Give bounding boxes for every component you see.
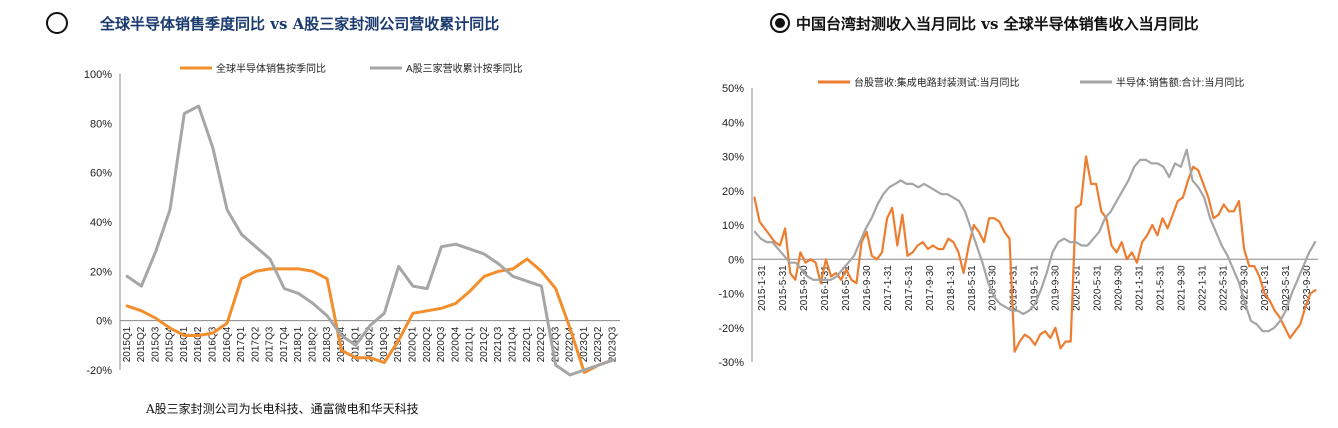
chart0-xtick-label: 2015Q3 [150,326,161,362]
right-chart-title-text: 中国台湾封测收入当月同比 vs 全球半导体销售收入当月同比 [796,14,1199,33]
chart0-ytick-label: 40% [90,217,112,229]
chart0-xtick-label: 2015Q4 [165,326,176,362]
chart1-ytick-label: -30% [718,357,744,369]
chart0-xtick-label: 2022Q1 [522,326,533,362]
chart1-xtick-label: 2022-9-30 [1239,265,1250,311]
chart1-xtick-label: 2020-5-31 [1093,265,1104,311]
chart1-xtick-label: 2021-1-31 [1134,265,1145,311]
chart1-ytick-label: 40% [722,117,744,129]
chart1-xtick-label: 2018-1-31 [946,265,957,311]
chart0-xtick-label: 2020Q1 [407,326,418,362]
chart0-xtick-label: 2021Q4 [507,326,518,362]
chart0-xtick-label: 2019Q3 [379,326,390,362]
chart0-xtick-label: 2015Q1 [122,326,133,362]
chart0-ytick-label: -20% [86,365,112,377]
chart1-xtick-label: 2016-9-30 [862,265,873,311]
chart0-ytick-label: 80% [90,118,112,130]
chart0-xtick-label: 2017Q3 [265,326,276,362]
circle-bullet-icon [46,12,68,34]
chart1-xtick-label: 2017-9-30 [925,265,936,311]
chart1-legend-label-1: 半导体:销售额:合计:当月同比 [1116,76,1244,89]
chart0-xtick-label: 2018Q3 [322,326,333,362]
chart0-ytick-label: 20% [90,266,112,278]
chart1-xtick-label: 2016-1-31 [820,265,831,311]
chart0-series-1-line [125,104,615,377]
chart1-xtick-label: 2019-5-31 [1030,265,1041,311]
chart1-xtick-label: 2022-1-31 [1197,265,1208,311]
chart1-legend-label-0: 台股营收:集成电路封装测试:当月同比 [854,76,1020,89]
chart0-xtick-label: 2021Q2 [479,326,490,362]
chart1-xtick-label: 2019-9-30 [1051,265,1062,311]
chart1-ytick-label: 10% [722,220,744,232]
chart0-xtick-label: 2019Q2 [365,326,376,362]
chart0-xtick-label: 2017Q1 [236,326,247,362]
chart0-xtick-label: 2016Q3 [207,326,218,362]
chart0-xtick-label: 2020Q3 [436,326,447,362]
chart0-xtick-label: 2023Q2 [593,326,604,362]
chart1-xtick-label: 2018-5-31 [967,265,978,311]
chart1-ytick-label: 50% [722,83,744,95]
chart0-ytick-label: 0% [96,316,112,328]
chart1-xtick-label: 2023-5-31 [1281,265,1292,311]
chart1-xtick-label: 2015-1-31 [757,265,768,311]
chart0-xtick-label: 2017Q4 [279,326,290,362]
chart1-xtick-label: 2018-9-30 [988,265,999,311]
right-chart-title: 中国台湾封测收入当月同比 vs 全球半导体销售收入当月同比 [770,8,1199,38]
chart0-xtick-label: 2018Q1 [293,326,304,362]
chart1-ytick-label: -10% [718,289,744,301]
left-chart-title: 全球半导体销售季度同比 vs A股三家封测公司营收累计同比 [46,8,499,38]
chart1-ytick-label: 0% [728,254,744,266]
chart0-legend-label-0: 全球半导体销售按季同比 [216,62,326,75]
chart0-xtick-label: 2022Q2 [536,326,547,362]
chart1-xtick-label: 2015-9-30 [799,265,810,311]
chart0-xtick-label: 2019Q4 [393,326,404,362]
chart1-xtick-label: 2020-1-31 [1072,265,1083,311]
chart1-series-0-line [753,155,1317,353]
chart1-ytick-label: 30% [722,152,744,164]
chart0-xtick-label: 2016Q1 [179,326,190,362]
chart1-xtick-label: 2017-5-31 [904,265,915,311]
chart1-xtick-label: 2017-1-31 [883,265,894,311]
left-chart-title-text: 全球半导体销售季度同比 vs A股三家封测公司营收累计同比 [100,14,500,33]
chart0-xtick-label: 2022Q4 [565,326,576,362]
chart0-xtick-label: 2020Q4 [450,326,461,362]
chart1-ytick-label: 20% [722,186,744,198]
chart0-legend-label-1: A股三家营收累计按季同比 [406,62,523,75]
chart0-xtick-label: 2023Q1 [579,326,590,362]
chart1-series-1-line [753,148,1317,333]
chart0-xtick-label: 2015Q2 [136,326,147,362]
chart0-ytick-label: 60% [90,168,112,180]
chart0-xtick-label: 2016Q4 [222,326,233,362]
chart0-xtick-label: 2016Q2 [193,326,204,362]
left-chart-footnote: A股三家封测公司为长电科技、通富微电和华天科技 [146,402,419,416]
chart0-xtick-label: 2018Q2 [307,326,318,362]
chart1-xtick-label: 2020-9-30 [1113,265,1124,311]
chart0-xtick-label: 2023Q3 [607,326,618,362]
chart1-xtick-label: 2022-5-31 [1218,265,1229,311]
chart1-ytick-label: -20% [718,323,744,335]
chart0-xtick-label: 2021Q3 [493,326,504,362]
chart1-xtick-label: 2016-5-31 [841,265,852,311]
chart0-xtick-label: 2017Q2 [250,326,261,362]
chart1-xtick-label: 2021-5-31 [1155,265,1166,311]
chart1-xtick-label: 2023-1-31 [1260,265,1271,311]
chart1-xtick-label: 2015-5-31 [778,265,789,311]
chart0-xtick-label: 2020Q2 [422,326,433,362]
chart0-ytick-label: 100% [84,69,112,81]
chart0-xtick-label: 2022Q3 [550,326,561,362]
chart1-xtick-label: 2023-9-30 [1302,265,1313,311]
filled-circle-bullet-icon [770,13,790,33]
chart1-xtick-label: 2021-9-30 [1176,265,1187,311]
chart0-series-0-line [125,257,615,374]
chart0-xtick-label: 2021Q1 [465,326,476,362]
chart1-xtick-label: 2019-1-31 [1009,265,1020,311]
